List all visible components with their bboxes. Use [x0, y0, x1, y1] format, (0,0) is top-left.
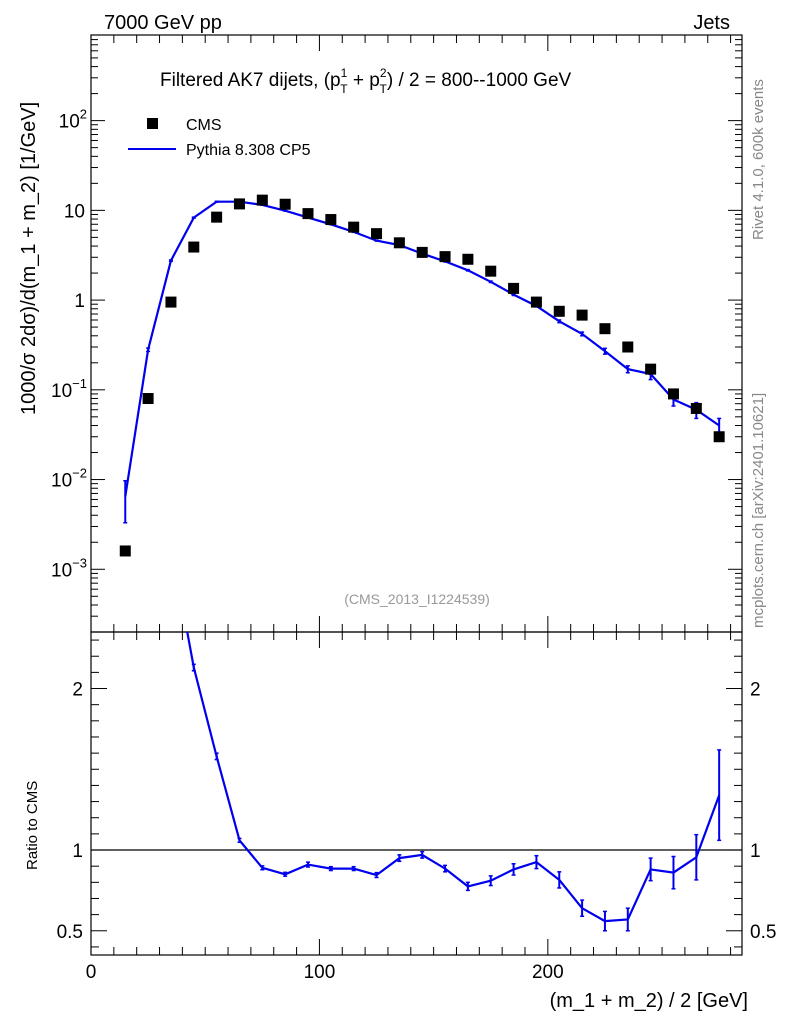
chart-title-sup2: 2: [380, 66, 387, 80]
main-y-tick-label: 10: [64, 201, 85, 222]
cms-data-point: [622, 341, 634, 353]
main-y-tick-label: 1: [74, 291, 85, 312]
main-y-tick-label: 10−2: [51, 466, 87, 492]
cms-data-point: [599, 323, 611, 335]
cms-data-point: [508, 282, 520, 294]
chart-title-mid: + p: [348, 70, 380, 91]
cms-data-point: [393, 237, 405, 249]
chart-title-suffix: ) / 2 = 800--1000 GeV: [387, 70, 572, 91]
cms-data-point: [279, 198, 291, 210]
chart-title: Filtered AK7 dijets, (p1 T + p2 T) / 2 = 8…: [160, 66, 572, 96]
cms-data-point: [348, 221, 360, 233]
chart-title-sub1: T: [340, 82, 348, 96]
ratio-axes: 0 100 200 0.5 0.5 1 1 2 2: [57, 632, 776, 983]
cms-data-point: [416, 246, 428, 258]
analysis-watermark: (CMS_2013_I1224539): [344, 591, 490, 607]
cms-data-point: [713, 431, 725, 443]
ratio-y-tick-label-right: 1: [750, 841, 761, 862]
x-tick-label: 200: [532, 962, 564, 983]
cms-data-point: [485, 265, 497, 277]
cms-data-point: [553, 305, 565, 317]
chart-title-sub2: T: [380, 82, 388, 96]
cms-data-point: [119, 545, 131, 557]
cms-data-point: [211, 211, 223, 223]
cms-data-point: [645, 363, 657, 375]
legend-cms-marker: [147, 118, 158, 129]
header-energy-label: 7000 GeV pp: [104, 12, 222, 34]
legend-pythia-label: Pythia 8.308 CP5: [186, 142, 311, 159]
ratio-y-tick-label-left: 1: [72, 841, 83, 862]
main-y-axis-label: 1000/σ 2dσ)/d(m_1 + m_2) [1/GeV]: [18, 102, 40, 415]
cms-data-point: [576, 309, 588, 321]
cms-data-point: [462, 253, 474, 265]
ratio-y-tick-label-left: 0.5: [57, 922, 83, 943]
cms-data-point: [690, 402, 702, 414]
cms-data-point: [325, 214, 337, 226]
ratio-y-axis-label: Ratio to CMS: [24, 781, 41, 870]
main-y-tick-label: 10−1: [51, 376, 87, 402]
ratio-y-tick-label-left: 2: [72, 680, 83, 701]
cms-data-point: [142, 393, 154, 405]
ratio-y-tick-label-right: 0.5: [750, 922, 776, 943]
main-series: [119, 194, 725, 557]
legend-cms-label: CMS: [186, 117, 222, 134]
ratio-y-tick-label-right: 2: [750, 680, 761, 701]
x-tick-label: 0: [86, 962, 97, 983]
main-y-tick-label: 10−3: [51, 555, 87, 581]
chart-title-sup1: 1: [341, 66, 348, 80]
cms-data-point: [256, 194, 268, 206]
mcplots-reference-label: mcplots.cern.ch [arXiv:2401.10621]: [750, 393, 767, 628]
cms-data-point: [233, 198, 245, 210]
cms-data-point: [439, 251, 451, 263]
main-axes: 10−3 10−2 10−1 1 10 102: [51, 34, 742, 633]
cms-data-point: [302, 208, 314, 220]
header-jets-label: Jets: [693, 12, 730, 34]
x-axis-label: (m_1 + m_2) / 2 [GeV]: [550, 990, 748, 1012]
main-y-tick-label: 102: [59, 107, 87, 133]
cms-data-point: [188, 241, 200, 253]
chart-title-prefix: Filtered AK7 dijets, (p: [160, 70, 341, 91]
cms-data-point: [371, 228, 383, 240]
ratio-plot-frame: [90, 631, 743, 956]
x-tick-label: 100: [304, 962, 336, 983]
cms-data-point: [667, 388, 679, 400]
cms-data-point: [165, 296, 177, 308]
rivet-version-label: Rivet 4.1.0, 600k events: [750, 79, 767, 240]
cms-data-point: [530, 296, 542, 308]
ratio-series: [186, 632, 722, 932]
